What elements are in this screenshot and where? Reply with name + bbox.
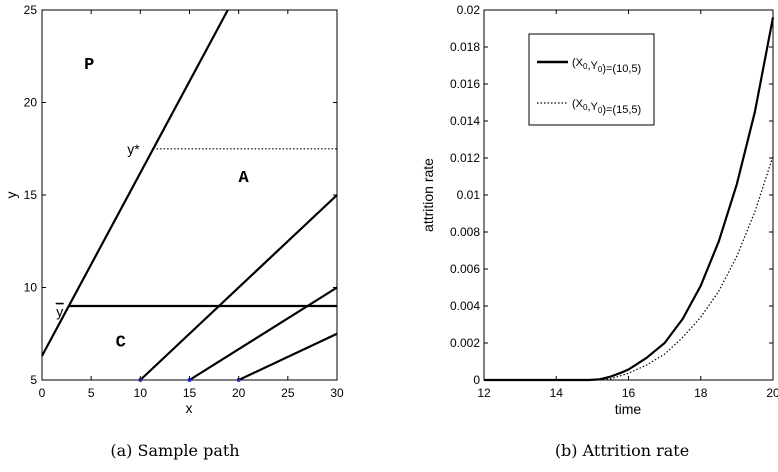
panel-a-annotations: y* y [55,141,140,320]
panel-a-x-axis-label: x [186,400,193,416]
panel-a-y-tick-label: 20 [24,96,38,110]
panel-b-y-axis-label: attrition rate [420,158,436,232]
panel-a-x-tick-label: 20 [232,386,246,400]
panel-b-x-tick-label: 16 [622,386,636,400]
panel-b-series-2-line [484,156,774,381]
panel-b-x-tick-label: 20 [766,386,778,400]
panel-b-ticks: 12 14 16 18 20 0 0.002 0.004 0.006 0.008 0.01 0.012… [450,3,778,400]
panel-a-x-tick-label: 15 [183,386,197,400]
panel-a-y-tick-label: 10 [24,281,38,295]
panel-a-x-tick-label: 5 [88,386,95,400]
panel-b-y-tick-label: 0.01 [457,188,481,202]
legend-label-1: (X0,Y0)=(10,5) [572,57,641,75]
panel-a-line-3 [139,194,338,381]
panel-b-y-tick-label: 0.004 [450,299,480,313]
panel-b-y-tick-label: 0.006 [450,262,480,276]
panel-b-y-tick-label: 0.02 [457,3,481,17]
panel-a-y-tick-label: 15 [24,188,38,202]
panel-a-x-tick-label: 10 [134,386,148,400]
panel-a-y-tick-label: 25 [24,3,38,17]
panel-a-y-axis-label: y [3,192,19,199]
panel-b-y-tick-label: 0.002 [450,336,480,350]
panel-b-y-tick-label: 0.018 [450,40,480,54]
panel-a-x-tick-label: 30 [330,386,344,400]
legend-label-2: (X0,Y0)=(15,5) [572,98,641,116]
panel-b-y-tick-label: 0 [473,373,480,387]
panel-b-x-tick-label: 14 [550,386,564,400]
panel-b-y-tick-label: 0.008 [450,225,480,239]
panel-a-line-1 [41,9,229,357]
panel-b-x-tick-label: 18 [694,386,708,400]
panel-b-legend: (X0,Y0)=(10,5) (X0,Y0)=(15,5) [528,33,655,126]
panel-a-x-tick-label: 0 [39,386,46,400]
panel-b-caption: (b) Attrition rate [555,441,689,460]
panel-a-x-tick-label: 25 [281,386,295,400]
legend-box [528,33,655,126]
panel-a-lines [41,9,338,381]
region-label-c: C [116,334,126,353]
panel-b-y-tick-label: 0.012 [450,151,480,165]
panel-b-lines [484,17,775,382]
panel-b-series-1-line [484,17,775,382]
region-label-p: P [84,56,94,75]
panel-b-x-axis-label: time [615,401,642,417]
panel-a-line-4 [188,286,338,381]
panel-a-line-5 [238,332,338,381]
y-bar-annotation: y [56,304,63,320]
region-label-a: A [238,169,249,188]
y-star-annotation: y* [127,141,140,157]
panel-b-y-tick-label: 0.014 [450,114,480,128]
panel-a-region-labels: P A C [84,56,249,353]
panel-b-y-tick-label: 0.016 [450,77,480,91]
panel-a-caption: (a) Sample path [110,441,239,460]
panel-b-attrition-rate: 12 14 16 18 20 0 0.002 0.004 0.006 0.008 0.01 0.012… [420,3,778,460]
panel-a-y-tick-label: 5 [30,373,37,387]
panel-b-x-tick-label: 12 [477,386,491,400]
